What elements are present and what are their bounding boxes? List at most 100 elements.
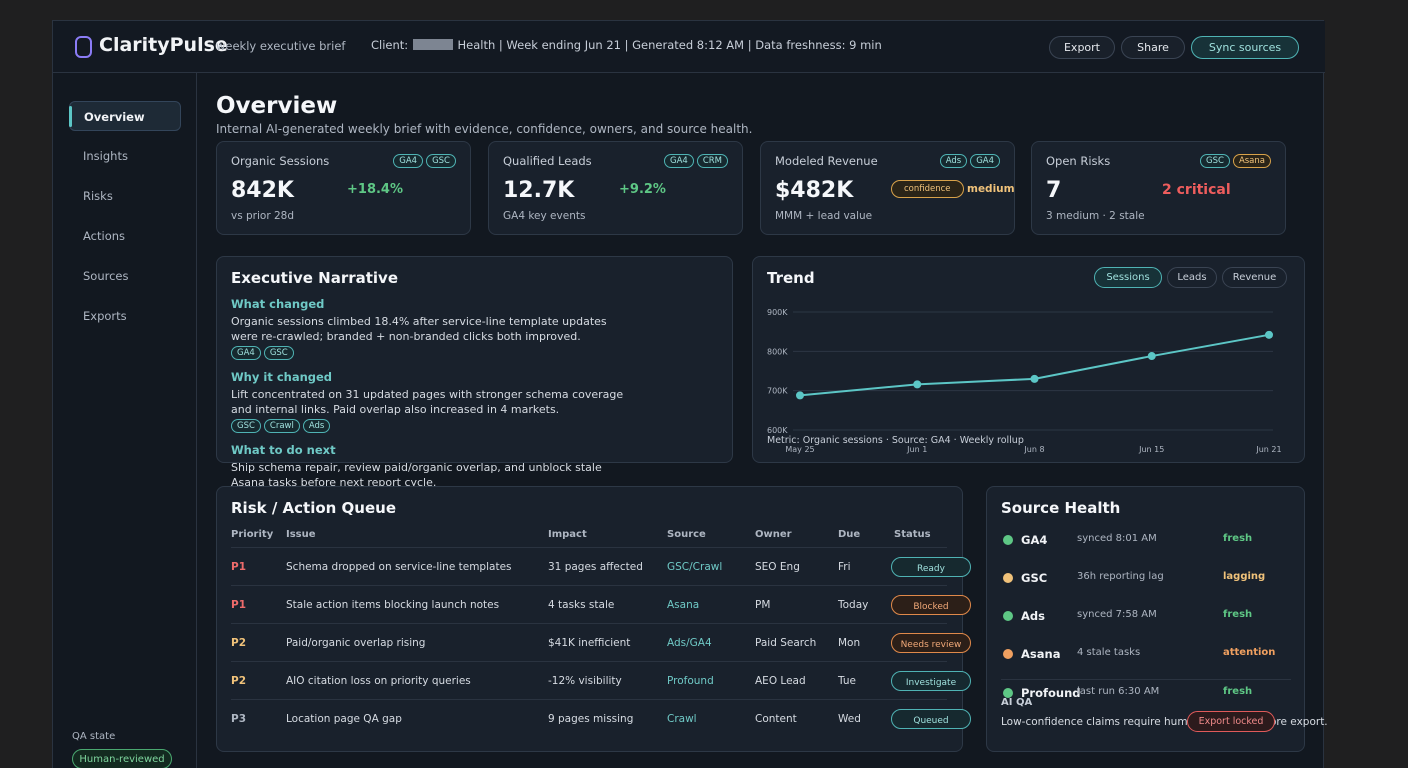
kpi-source-tags: GSC Asana	[1200, 154, 1271, 168]
status-dot-icon	[1003, 573, 1013, 583]
source-name: Asana	[1021, 647, 1061, 661]
data-point[interactable]	[913, 380, 922, 389]
source-cell[interactable]: GSC/Crawl	[667, 561, 723, 573]
trend-title: Trend	[767, 269, 815, 287]
kpi-value: 12.7K	[503, 178, 575, 203]
kpi-label: Organic Sessions	[231, 154, 330, 168]
source-name: Profound	[1021, 686, 1081, 700]
column-header-owner: Owner	[755, 529, 792, 540]
sidebar-item-exports[interactable]: Exports	[83, 309, 127, 323]
kpi-footnote: 3 medium · 2 stale	[1046, 210, 1145, 222]
source-state: lagging	[1223, 571, 1266, 582]
source-tag: Ads	[302, 419, 331, 433]
toggle-sessions[interactable]: Sessions	[1094, 267, 1162, 288]
source-name: GSC	[1021, 571, 1048, 585]
source-cell[interactable]: Profound	[667, 675, 714, 687]
trend-chart: 900K 800K 700K 600K May 25 Jun 1 Jun 8 Jun 15 Ju…	[767, 308, 1282, 454]
impact-cell: $41K inefficient	[548, 637, 631, 649]
x-tick-label: Jun 21	[1255, 445, 1281, 454]
narrative-heading: Why it changed	[231, 370, 333, 384]
status-badge[interactable]: Blocked	[891, 595, 971, 615]
status-badge[interactable]: Queued	[891, 709, 971, 729]
sync-sources-button[interactable]: Sync sources	[1191, 36, 1299, 59]
sidebar: Overview Insights Risks Actions Sources …	[53, 73, 197, 768]
export-locked-button[interactable]: Export locked	[1187, 711, 1275, 732]
sidebar-item-sources[interactable]: Sources	[83, 269, 129, 283]
source-detail: 4 stale tasks	[1077, 647, 1141, 658]
narrative-tags: GSC Crawl Ads	[231, 419, 331, 433]
source-cell[interactable]: Crawl	[667, 713, 697, 725]
table-row[interactable]: P2 AIO citation loss on priority queries…	[231, 661, 971, 699]
kpi-source-tags: GA4 CRM	[664, 154, 728, 168]
source-row-profound[interactable]: Profound last run 6:30 AM fresh	[1001, 679, 1291, 717]
toggle-leads[interactable]: Leads	[1167, 267, 1217, 288]
status-dot-icon	[1003, 688, 1013, 698]
narrative-heading: What to do next	[231, 443, 336, 457]
toggle-revenue[interactable]: Revenue	[1222, 267, 1287, 288]
kpi-label: Open Risks	[1046, 154, 1111, 168]
table-row[interactable]: P1 Stale action items blocking launch no…	[231, 585, 971, 623]
page-title: Overview	[216, 93, 338, 119]
status-badge[interactable]: Needs review	[891, 633, 971, 653]
source-tag: GSC	[263, 346, 294, 360]
queue-title: Risk / Action Queue	[231, 499, 396, 517]
qa-state-label: QA state	[72, 731, 116, 742]
kpi-label: Qualified Leads	[503, 154, 592, 168]
due-cell: Today	[838, 599, 869, 611]
narrative-heading: What changed	[231, 297, 325, 311]
source-tag: GSC	[231, 419, 261, 433]
impact-cell: 31 pages affected	[548, 561, 643, 573]
kpi-source-tags: Ads GA4	[939, 154, 1000, 168]
source-cell[interactable]: Asana	[667, 599, 700, 611]
source-cell[interactable]: Ads/GA4	[667, 637, 712, 649]
source-state: attention	[1223, 647, 1276, 658]
table-row[interactable]: P1 Schema dropped on service-line templa…	[231, 547, 971, 585]
kpi-value: $482K	[775, 178, 854, 203]
priority-cell: P2	[231, 675, 247, 687]
table-row[interactable]: P2 Paid/organic overlap rising $41K inef…	[231, 623, 971, 661]
y-tick-label: 900K	[767, 308, 788, 317]
source-row-ads[interactable]: Ads synced 7:58 AM fresh	[1001, 603, 1291, 641]
issue-cell: Paid/organic overlap rising	[286, 637, 426, 649]
table-row[interactable]: P3 Location page QA gap 9 pages missing …	[231, 699, 971, 737]
sidebar-item-actions[interactable]: Actions	[83, 229, 126, 243]
narrative-tags: GA4 GSC	[231, 346, 294, 360]
source-tag: Crawl	[263, 419, 300, 433]
data-point[interactable]	[796, 391, 804, 400]
narrative-body: Lift concentrated on 31 updated pages wi…	[231, 388, 624, 416]
column-header-source: Source	[667, 529, 706, 540]
issue-cell: AIO citation loss on priority queries	[286, 675, 471, 687]
data-point[interactable]	[1147, 352, 1156, 361]
client-suffix: Health	[457, 38, 496, 52]
status-badge[interactable]: Investigate	[891, 671, 971, 691]
kpi-card-open-risks: Open Risks GSC Asana 7 2 critical 3 medi…	[1031, 141, 1286, 235]
source-health-title: Source Health	[1001, 499, 1121, 517]
source-row-gsc[interactable]: GSC 36h reporting lag lagging	[1001, 565, 1291, 603]
owner-cell: SEO Eng	[755, 561, 800, 573]
x-tick-label: Jun 1	[906, 445, 927, 454]
share-button[interactable]: Share	[1121, 36, 1185, 59]
top-bar: ClarityPulse weekly executive brief Clie…	[53, 21, 1325, 73]
ai-qa-text: Low-confidence claims require human appr…	[1001, 716, 1328, 728]
data-point[interactable]	[1265, 330, 1273, 339]
due-cell: Wed	[838, 713, 861, 725]
source-detail: synced 7:58 AM	[1077, 609, 1157, 620]
impact-cell: 9 pages missing	[548, 713, 634, 725]
source-row-asana[interactable]: Asana 4 stale tasks attention	[1001, 641, 1291, 679]
sidebar-item-insights[interactable]: Insights	[83, 149, 128, 163]
data-point[interactable]	[1030, 374, 1039, 383]
sidebar-item-risks[interactable]: Risks	[83, 189, 113, 203]
issue-cell: Location page QA gap	[286, 713, 402, 725]
column-header-impact: Impact	[548, 529, 587, 540]
status-badge[interactable]: Ready	[891, 557, 971, 577]
source-health-card: Source Health GA4 synced 8:01 AM fresh G…	[986, 486, 1328, 752]
owner-cell: Paid Search	[755, 637, 817, 649]
sidebar-item-overview[interactable]: Overview	[69, 101, 181, 131]
owner-cell: PM	[755, 599, 771, 611]
executive-narrative-card: Executive Narrative What changed Organic…	[216, 256, 733, 489]
kpi-footnote: MMM + lead value	[775, 210, 873, 222]
export-button[interactable]: Export	[1049, 36, 1115, 59]
status-dot-icon	[1003, 649, 1013, 659]
source-row-ga4[interactable]: GA4 synced 8:01 AM fresh	[1001, 527, 1291, 565]
source-tag: Asana	[1232, 154, 1271, 168]
